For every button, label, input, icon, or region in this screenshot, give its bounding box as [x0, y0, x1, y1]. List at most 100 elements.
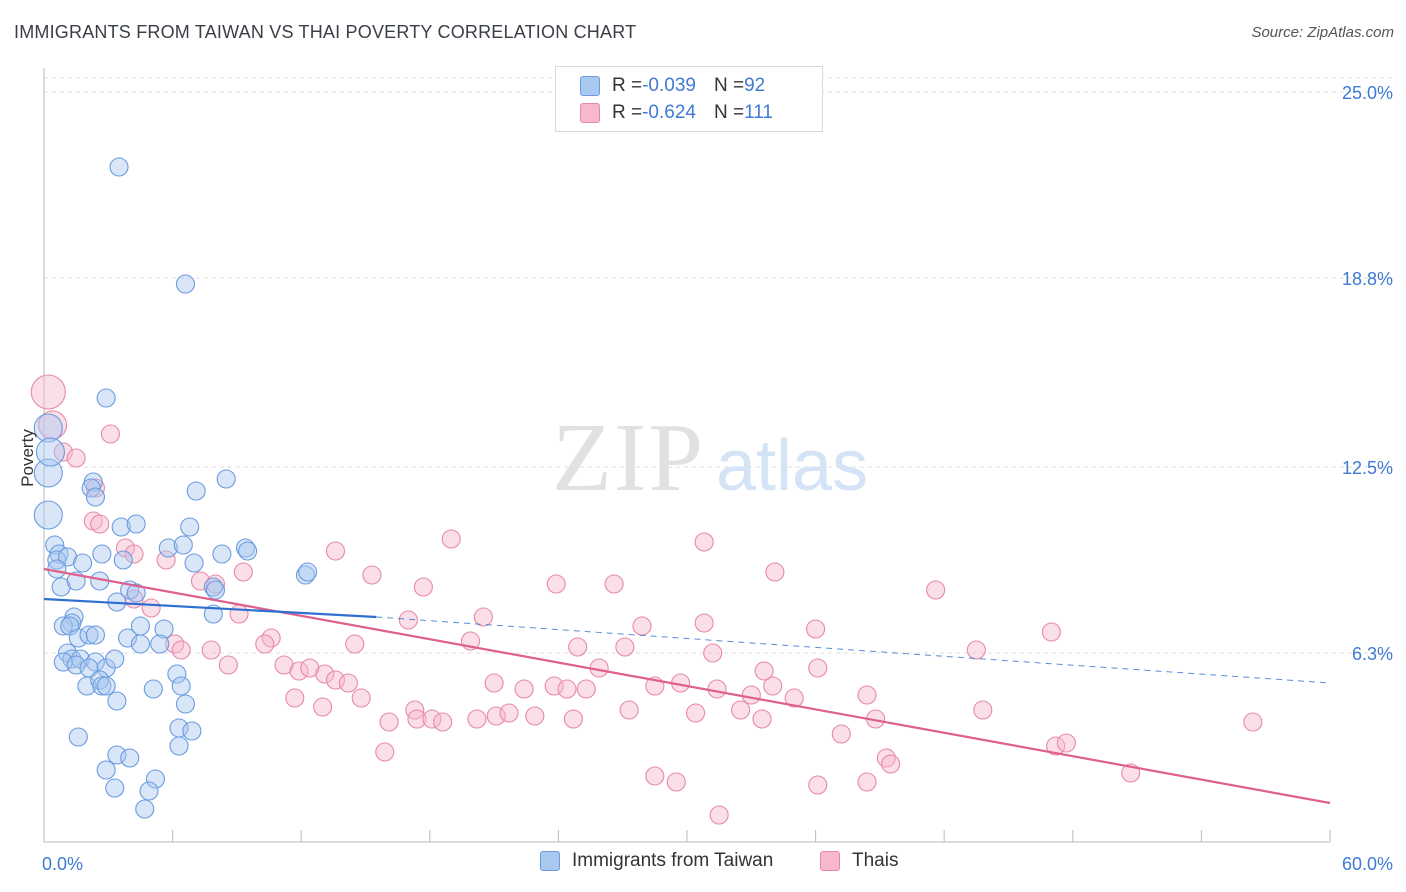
thais-point: [156, 550, 176, 570]
taiwan-point: [158, 538, 178, 558]
thais-point: [926, 580, 946, 600]
taiwan-point: [182, 721, 202, 741]
thais-point: [707, 679, 727, 699]
taiwan-point: [150, 634, 170, 654]
series-legend: Immigrants from Taiwan Thais: [0, 850, 1406, 878]
thais-point: [525, 706, 545, 726]
thais-point: [857, 685, 877, 705]
taiwan-point: [175, 274, 196, 294]
taiwan-point: [68, 727, 88, 747]
thais-point: [754, 661, 774, 681]
taiwan-point: [212, 544, 232, 564]
watermark-atlas: atlas: [716, 426, 868, 506]
legend-n-label: N =: [713, 102, 745, 123]
thais-point: [576, 679, 596, 699]
taiwan-point: [92, 676, 112, 696]
legend-label-thais: Thais: [852, 850, 899, 871]
thais-point: [433, 712, 453, 732]
thais-point: [255, 634, 275, 654]
legend-swatch-thais: [820, 851, 840, 871]
thais-point: [881, 754, 901, 774]
y-tick-label: 18.8%: [1342, 269, 1393, 289]
taiwan-point: [85, 487, 105, 507]
taiwan-point: [216, 469, 236, 489]
legend-item-taiwan: Immigrants from Taiwan: [540, 850, 773, 872]
thais-point: [205, 574, 226, 594]
taiwan-point: [111, 517, 131, 537]
taiwan-point: [205, 580, 226, 600]
taiwan-point: [105, 778, 125, 798]
thais-point: [413, 577, 433, 597]
taiwan-point: [203, 577, 223, 597]
thais-point: [765, 562, 785, 582]
legend-item-thais: Thais: [820, 850, 898, 872]
thais-point: [1243, 712, 1263, 732]
thais-point: [38, 410, 68, 440]
legend-swatch-taiwan: [540, 851, 560, 871]
thais-point: [741, 685, 761, 705]
taiwan-point: [167, 664, 187, 684]
legend-swatch-taiwan: [580, 76, 600, 96]
legend-swatch-thais: [580, 103, 600, 123]
thais-point: [563, 709, 583, 729]
thais-point: [546, 574, 566, 594]
taiwan-point: [81, 478, 101, 498]
chart-title: IMMIGRANTS FROM TAIWAN VS THAI POVERTY C…: [14, 22, 637, 42]
thais-point: [66, 448, 86, 468]
taiwan-point: [175, 694, 196, 714]
legend-label-taiwan: Immigrants from Taiwan: [572, 850, 774, 871]
thais-point: [568, 637, 588, 657]
thais-point: [808, 775, 828, 795]
taiwan-point: [171, 676, 191, 696]
legend-n-value: 92: [744, 75, 766, 96]
thais-point: [615, 637, 635, 657]
trend-line-taiwan: [43, 597, 377, 619]
thais-point: [201, 640, 221, 660]
thais-point: [422, 709, 442, 729]
thais-point: [325, 541, 346, 561]
thais-point: [808, 658, 828, 678]
y-axis-label: Poverty: [18, 429, 37, 487]
taiwan-point: [173, 535, 193, 555]
thais-point: [351, 688, 371, 708]
taiwan-point: [186, 481, 206, 501]
thais-point: [686, 703, 706, 723]
thais-point: [171, 640, 191, 660]
thais-point: [752, 709, 772, 729]
taiwan-point: [33, 500, 63, 530]
thais-point: [806, 619, 826, 639]
thais-point: [731, 700, 751, 720]
y-axis-tick-labels: 6.3% 12.5% 18.8% 25.0%: [1342, 83, 1393, 664]
thais-point: [709, 805, 729, 825]
taiwan-point: [79, 625, 99, 645]
thais-point: [763, 676, 783, 696]
thais-point: [632, 616, 652, 636]
trend-line-taiwan-extension: [376, 616, 1331, 684]
thais-point: [375, 742, 395, 762]
y-tick-label: 6.3%: [1352, 644, 1393, 664]
thais-point: [289, 661, 309, 681]
thais-point: [694, 532, 714, 552]
taiwan-point: [143, 679, 163, 699]
watermark-zip: ZIP: [552, 404, 705, 512]
legend-row-taiwan: R = -0.039 N = 92: [580, 73, 765, 99]
thais-point: [30, 374, 66, 410]
legend-r-label: R =: [612, 102, 643, 123]
thais-point: [398, 610, 418, 630]
thais-point: [703, 643, 723, 663]
taiwan-point: [126, 583, 146, 603]
x-axis-tick-labels: 0.0% 60.0%: [42, 854, 1393, 874]
taiwan-point: [47, 559, 67, 579]
legend-r-value: -0.039: [642, 75, 696, 96]
taiwan-point: [35, 437, 65, 467]
thais-point: [313, 697, 333, 717]
taiwan-point: [53, 616, 73, 636]
taiwan-point: [295, 565, 316, 585]
taiwan-point: [238, 541, 258, 561]
thais-point: [338, 673, 358, 693]
taiwan-point: [184, 553, 204, 573]
taiwan-point: [135, 799, 155, 819]
legend-n-value: 111: [744, 102, 773, 123]
thais-point: [473, 607, 493, 627]
